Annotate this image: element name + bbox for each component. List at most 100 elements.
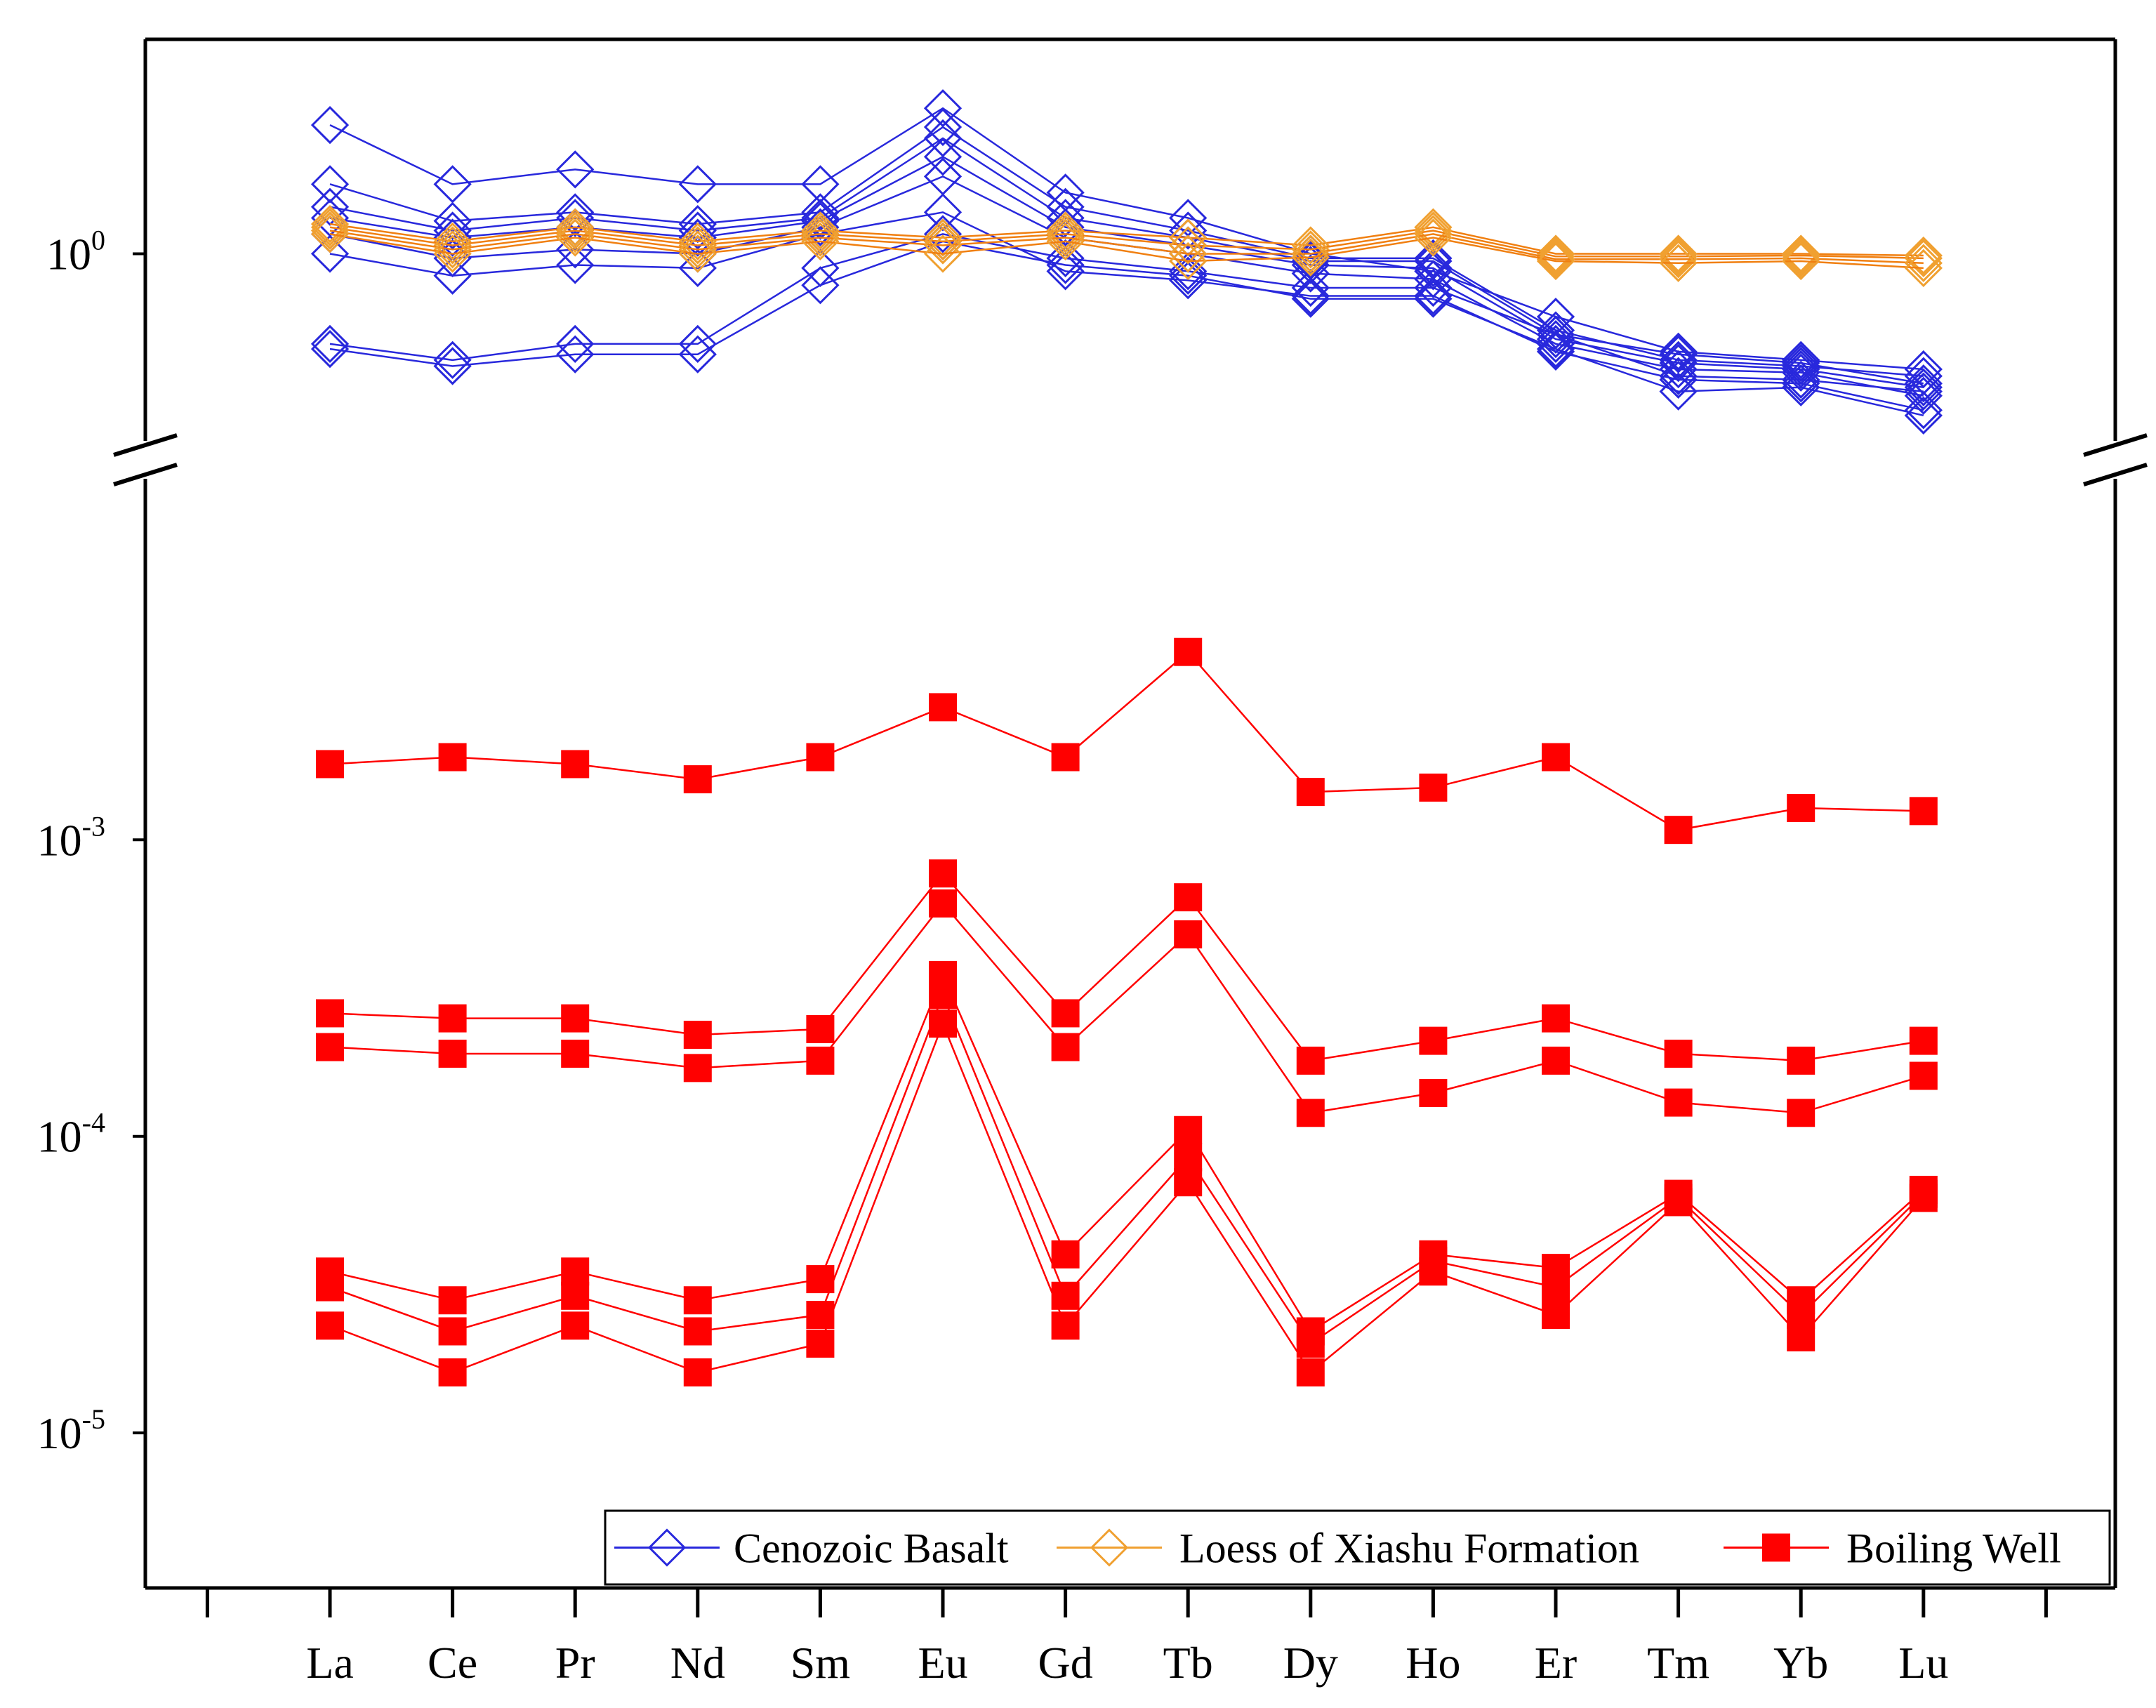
data-point-cenozoic-basalt <box>556 246 595 284</box>
data-point-boiling-well <box>1296 1046 1325 1075</box>
data-point-loess-of-xiashu-formation <box>1782 239 1820 278</box>
data-point-boiling-well <box>1174 883 1203 912</box>
data-point-boiling-well <box>929 693 957 722</box>
data-point-loess-of-xiashu-formation <box>801 215 840 253</box>
data-point-boiling-well <box>1419 1078 1448 1107</box>
data-point-boiling-well <box>683 1021 712 1050</box>
data-point-boiling-well <box>1419 1257 1448 1286</box>
series-line-cenozoic-basalt <box>329 126 1924 377</box>
data-point-loess-of-xiashu-formation <box>310 215 350 253</box>
data-point-cenozoic-basalt <box>1782 353 1820 392</box>
data-point-loess-of-xiashu-formation <box>801 218 840 257</box>
data-point-boiling-well <box>1051 1240 1080 1269</box>
data-point-cenozoic-basalt <box>1291 268 1330 307</box>
x-tick-label: Tb <box>1163 1638 1213 1688</box>
data-point-loess-of-xiashu-formation <box>1659 237 1698 276</box>
data-point-cenozoic-basalt <box>1046 208 1085 246</box>
legend-label-loess-of-xiashu-formation: Loess of Xiashu Formation <box>1179 1525 1639 1572</box>
data-point-loess-of-xiashu-formation <box>1291 234 1330 273</box>
data-point-cenozoic-basalt <box>1414 239 1453 278</box>
series-line-boiling-well <box>329 901 1924 1114</box>
x-tick-label: Eu <box>918 1638 967 1688</box>
data-point-cenozoic-basalt <box>678 165 717 204</box>
x-tick-label: Sm <box>791 1638 850 1688</box>
y-tick-exponent: -5 <box>82 1403 105 1435</box>
data-point-boiling-well <box>1909 1061 1938 1090</box>
data-point-loess-of-xiashu-formation <box>801 211 840 250</box>
data-point-cenozoic-basalt <box>433 211 472 250</box>
data-point-loess-of-xiashu-formation <box>1659 244 1698 282</box>
data-point-boiling-well <box>1542 743 1570 772</box>
x-tick-label: Dy <box>1283 1638 1338 1688</box>
data-point-cenozoic-basalt <box>433 340 472 379</box>
x-tick-label: La <box>306 1638 354 1688</box>
data-point-cenozoic-basalt <box>1536 332 1575 371</box>
data-point-boiling-well <box>1419 1026 1448 1055</box>
y-tick-label: 10-4 <box>37 1107 105 1162</box>
data-point-boiling-well <box>316 750 344 779</box>
data-point-loess-of-xiashu-formation <box>1046 211 1085 250</box>
data-point-loess-of-xiashu-formation <box>1291 230 1330 269</box>
data-point-boiling-well <box>683 1358 712 1386</box>
data-point-cenozoic-basalt <box>556 150 595 189</box>
data-point-boiling-well <box>929 859 957 888</box>
series-line-cenozoic-basalt <box>329 211 1924 411</box>
data-point-boiling-well <box>561 1004 590 1033</box>
data-point-boiling-well <box>683 1317 712 1346</box>
data-point-loess-of-xiashu-formation <box>678 230 717 269</box>
data-point-boiling-well <box>438 1358 467 1386</box>
data-point-loess-of-xiashu-formation <box>1782 241 1820 281</box>
data-point-cenozoic-basalt <box>1904 368 1943 406</box>
data-point-boiling-well <box>1787 1323 1816 1352</box>
data-point-boiling-well <box>1296 778 1325 807</box>
axis-break-mark-left <box>113 463 178 486</box>
series-line-loess-of-xiashu-formation <box>329 223 1924 257</box>
data-point-boiling-well <box>1909 797 1938 826</box>
data-point-cenozoic-basalt <box>1659 357 1698 395</box>
data-point-boiling-well <box>1909 1026 1938 1055</box>
data-point-boiling-well <box>1787 794 1816 823</box>
data-point-loess-of-xiashu-formation <box>1291 226 1330 265</box>
y-tick-base: 10 <box>37 1408 82 1458</box>
data-point-boiling-well <box>561 1039 590 1068</box>
data-point-cenozoic-basalt <box>1414 249 1453 288</box>
data-point-cenozoic-basalt <box>801 266 840 305</box>
x-tick-label: Pr <box>555 1638 595 1688</box>
data-point-cenozoic-basalt <box>678 335 717 373</box>
data-point-loess-of-xiashu-formation <box>1904 239 1943 278</box>
data-point-boiling-well <box>806 1046 835 1075</box>
data-point-boiling-well <box>1542 1273 1570 1302</box>
data-point-cenozoic-basalt <box>1536 329 1575 369</box>
data-point-boiling-well <box>1542 1004 1570 1033</box>
data-point-boiling-well <box>438 1004 467 1033</box>
y-tick-exponent: 0 <box>91 224 105 256</box>
data-point-loess-of-xiashu-formation <box>1904 244 1943 282</box>
data-point-loess-of-xiashu-formation <box>1414 218 1453 257</box>
x-tick-label: Ho <box>1406 1638 1460 1688</box>
data-point-cenozoic-basalt <box>801 208 840 246</box>
data-point-boiling-well <box>1909 1184 1938 1212</box>
data-point-cenozoic-basalt <box>801 199 840 237</box>
data-point-loess-of-xiashu-formation <box>1169 234 1208 273</box>
data-point-boiling-well <box>683 1286 712 1315</box>
series-line-boiling-well <box>329 872 1924 1062</box>
series-line-cenozoic-basalt <box>329 107 1924 371</box>
legend-label-cenozoic-basalt: Cenozoic Basalt <box>734 1525 1009 1572</box>
data-point-cenozoic-basalt <box>1659 350 1698 389</box>
legend-marker-boiling-well <box>1762 1533 1790 1562</box>
data-point-boiling-well <box>561 750 590 779</box>
y-tick-base: 10 <box>37 815 82 865</box>
data-point-cenozoic-basalt <box>1782 368 1820 406</box>
data-point-cenozoic-basalt <box>310 105 350 145</box>
data-point-boiling-well <box>561 1311 590 1340</box>
data-point-boiling-well <box>561 1257 590 1286</box>
legend-marker-cenozoic-basalt <box>647 1528 687 1567</box>
data-point-loess-of-xiashu-formation <box>678 222 717 261</box>
data-point-boiling-well <box>438 1039 467 1068</box>
legend-box <box>604 1509 2111 1586</box>
data-point-cenozoic-basalt <box>678 324 717 364</box>
data-point-loess-of-xiashu-formation <box>310 208 350 246</box>
series-line-loess-of-xiashu-formation <box>329 233 1924 270</box>
data-point-loess-of-xiashu-formation <box>433 226 472 265</box>
data-point-boiling-well <box>1051 1281 1080 1310</box>
